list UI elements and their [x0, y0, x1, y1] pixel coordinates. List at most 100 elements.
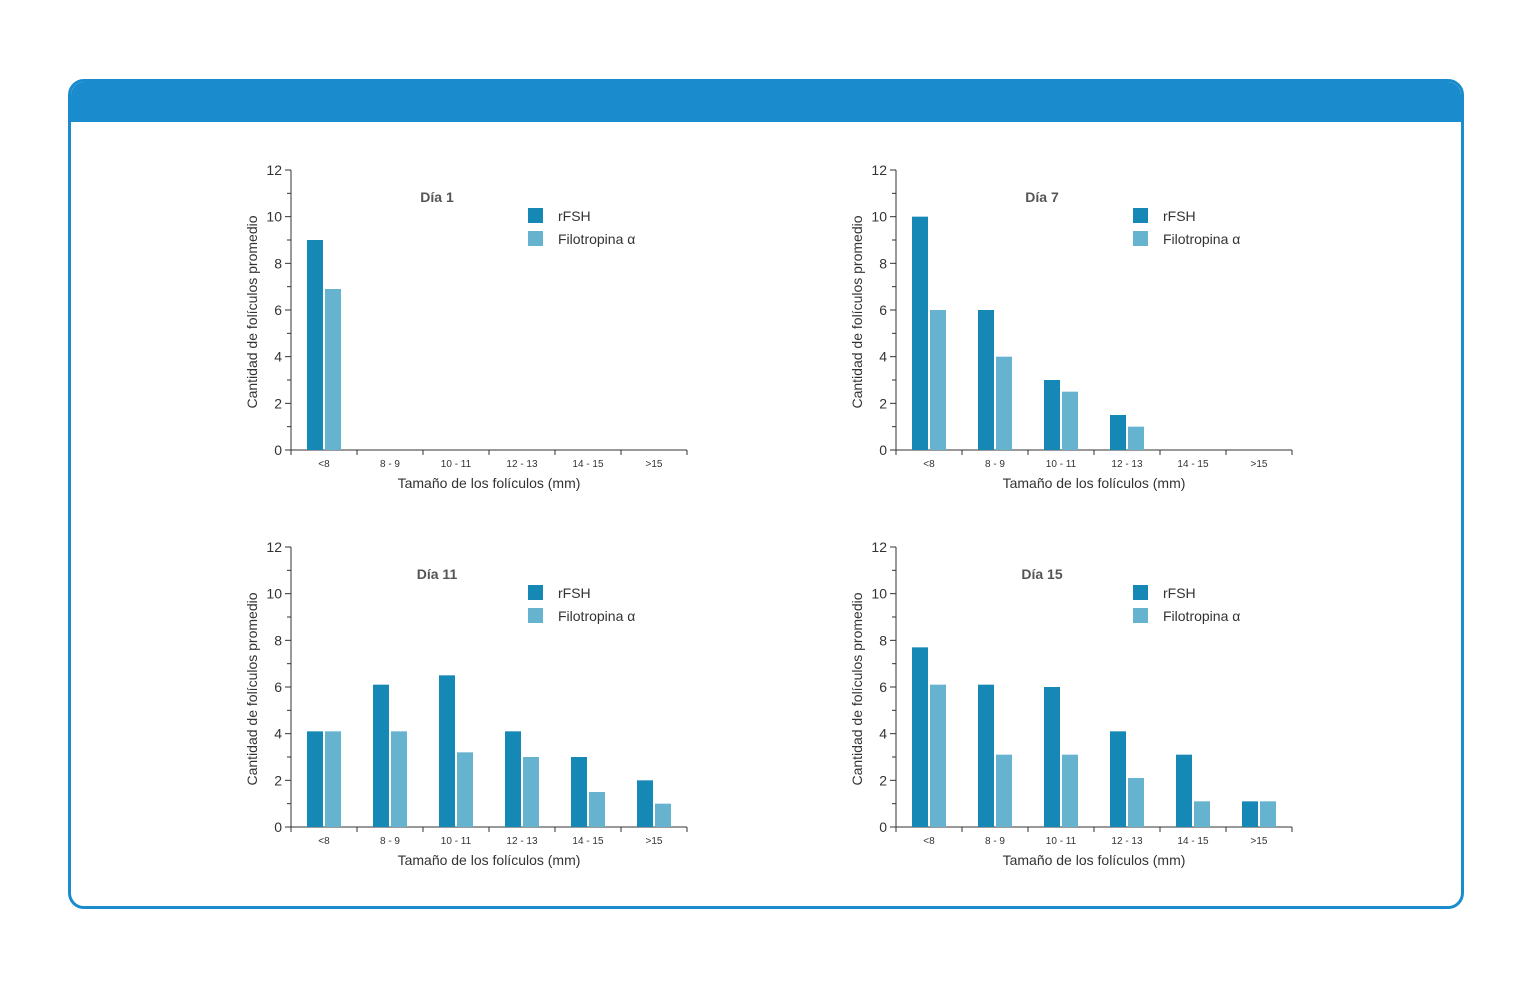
x-tick-label: 8 - 9 — [380, 836, 400, 847]
y-tick-label: 8 — [274, 632, 282, 648]
y-tick-label: 12 — [871, 162, 887, 178]
y-axis-title: Cantidad de folículos promedio — [244, 592, 260, 785]
panel-title: Día 1 — [420, 189, 454, 205]
bar-filotropina-6 — [1260, 801, 1276, 827]
bar-rfsh-5 — [571, 757, 587, 827]
bar-filotropina-3 — [1062, 391, 1078, 450]
bar-rfsh-4 — [1110, 731, 1126, 827]
bar-rfsh-3 — [1044, 380, 1060, 450]
bar-rfsh-2 — [978, 310, 994, 450]
legend-swatch-rfsh — [528, 208, 543, 223]
x-axis-title: Tamaño de los folículos (mm) — [398, 475, 581, 491]
chart-panel-3: 0 2 4 6 8 10 12 <8 8 - 9 10 - 11 12 - 13 14 - 15 >15… — [244, 539, 688, 868]
legend-label-rfsh: rFSH — [1163, 585, 1196, 601]
bar-rfsh-1 — [307, 731, 323, 827]
bar-filotropina-4 — [1128, 778, 1144, 827]
x-tick-label: <8 — [318, 459, 330, 470]
y-tick-label: 0 — [274, 442, 282, 458]
bar-filotropina-4 — [523, 757, 539, 827]
bar-rfsh-4 — [505, 731, 521, 827]
y-axis-title: Cantidad de folículos promedio — [849, 215, 865, 408]
x-tick-label: >15 — [646, 836, 663, 847]
bar-rfsh-3 — [439, 675, 455, 827]
x-tick-label: 10 - 11 — [1046, 836, 1077, 847]
bar-rfsh-4 — [1110, 415, 1126, 450]
bar-filotropina-2 — [996, 754, 1012, 827]
frame-header-bar — [71, 82, 1461, 122]
legend-label-filotropina: Filotropina α — [558, 231, 635, 247]
bar-rfsh-2 — [373, 684, 389, 827]
legend-label-rfsh: rFSH — [558, 585, 591, 601]
y-tick-label: 8 — [879, 255, 887, 271]
legend-label-rfsh: rFSH — [1163, 208, 1196, 224]
x-tick-label: >15 — [646, 459, 663, 470]
y-tick-label: 4 — [274, 349, 282, 365]
legend-swatch-rfsh — [528, 585, 543, 600]
x-axis-title: Tamaño de los folículos (mm) — [1003, 475, 1186, 491]
bar-rfsh-6 — [1242, 801, 1258, 827]
x-tick-label: >15 — [1251, 459, 1268, 470]
legend-label-filotropina: Filotropina α — [558, 608, 635, 624]
y-tick-label: 10 — [266, 209, 282, 225]
x-tick-label: 12 - 13 — [506, 836, 538, 847]
y-tick-label: 6 — [274, 679, 282, 695]
bar-filotropina-3 — [1062, 754, 1078, 827]
bar-filotropina-1 — [930, 684, 946, 827]
y-tick-label: 6 — [879, 302, 887, 318]
legend-swatch-filotropina — [528, 231, 543, 246]
panel-title: Día 15 — [1021, 566, 1062, 582]
y-tick-label: 12 — [871, 539, 887, 555]
x-tick-label: <8 — [923, 836, 935, 847]
x-tick-label: 8 - 9 — [380, 459, 400, 470]
legend-swatch-filotropina — [528, 608, 543, 623]
x-tick-label: 8 - 9 — [985, 836, 1005, 847]
x-tick-label: 14 - 15 — [1177, 836, 1209, 847]
legend-label-filotropina: Filotropina α — [1163, 231, 1240, 247]
legend-label-filotropina: Filotropina α — [1163, 608, 1240, 624]
bar-rfsh-6 — [637, 780, 653, 827]
bar-filotropina-5 — [589, 792, 605, 827]
x-tick-label: <8 — [923, 459, 935, 470]
y-tick-label: 0 — [274, 819, 282, 835]
bar-rfsh-1 — [912, 647, 928, 827]
x-tick-label: 10 - 11 — [441, 459, 472, 470]
x-axis-title: Tamaño de los folículos (mm) — [1003, 852, 1186, 868]
y-tick-label: 8 — [274, 255, 282, 271]
x-tick-label: >15 — [1251, 836, 1268, 847]
y-tick-label: 0 — [879, 442, 887, 458]
bar-rfsh-5 — [1176, 754, 1192, 827]
y-tick-label: 4 — [879, 726, 887, 742]
y-tick-label: 8 — [879, 632, 887, 648]
panel-title: Día 11 — [417, 566, 458, 582]
x-tick-label: 14 - 15 — [572, 459, 604, 470]
bar-rfsh-3 — [1044, 687, 1060, 827]
y-axis-title: Cantidad de folículos promedio — [244, 215, 260, 408]
y-tick-label: 0 — [879, 819, 887, 835]
legend-label-rfsh: rFSH — [558, 208, 591, 224]
bar-filotropina-3 — [457, 752, 473, 827]
y-tick-label: 6 — [274, 302, 282, 318]
y-axis-title: Cantidad de folículos promedio — [849, 592, 865, 785]
chart-panel-2: 0 2 4 6 8 10 12 <8 8 - 9 10 - 11 12 - 13 14 - 15 >15… — [849, 162, 1293, 491]
bar-filotropina-2 — [996, 356, 1012, 450]
legend-swatch-filotropina — [1133, 608, 1148, 623]
y-tick-label: 4 — [274, 726, 282, 742]
x-tick-label: 12 - 13 — [506, 459, 538, 470]
bar-filotropina-5 — [1194, 801, 1210, 827]
legend-swatch-filotropina — [1133, 231, 1148, 246]
chart-panel-1: 0 2 4 6 8 10 12 <8 8 - 9 10 - 11 12 - 13 14 - 15 >15… — [244, 162, 688, 491]
bar-filotropina-1 — [325, 731, 341, 827]
x-tick-label: 14 - 15 — [1177, 459, 1209, 470]
x-tick-label: 14 - 15 — [572, 836, 604, 847]
y-tick-label: 10 — [871, 586, 887, 602]
y-tick-label: 10 — [266, 586, 282, 602]
x-tick-label: 12 - 13 — [1111, 836, 1143, 847]
panel-title: Día 7 — [1025, 189, 1059, 205]
x-tick-label: 10 - 11 — [441, 836, 472, 847]
bar-filotropina-1 — [930, 310, 946, 450]
y-tick-label: 12 — [266, 539, 282, 555]
x-tick-label: <8 — [318, 836, 330, 847]
y-tick-label: 6 — [879, 679, 887, 695]
y-tick-label: 2 — [274, 772, 282, 788]
